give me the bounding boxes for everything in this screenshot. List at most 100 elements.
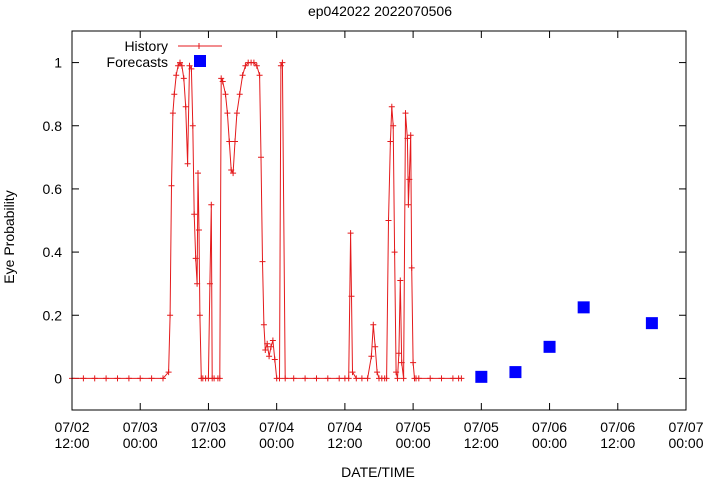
history-point xyxy=(408,264,415,271)
history-point xyxy=(264,340,271,347)
history-point xyxy=(370,321,377,328)
history-point xyxy=(345,375,352,382)
history-point xyxy=(271,356,278,363)
history-point xyxy=(302,375,309,382)
history-point xyxy=(196,227,202,233)
history-point xyxy=(449,375,456,382)
history-point xyxy=(165,369,172,376)
history-point xyxy=(260,321,267,328)
history-point xyxy=(385,217,392,224)
x-tick-label-time: 12:00 xyxy=(54,435,89,451)
history-point xyxy=(276,375,283,382)
history-point xyxy=(374,369,381,376)
x-tick-label-date: 07/05 xyxy=(396,419,431,435)
history-point xyxy=(196,312,203,319)
history-point xyxy=(219,78,226,85)
history-point xyxy=(268,343,274,350)
x-tick-label-date: 07/04 xyxy=(259,419,294,435)
history-point xyxy=(206,280,213,287)
history-point xyxy=(313,375,320,382)
x-tick-label-date: 07/06 xyxy=(600,419,635,435)
history-point xyxy=(177,59,183,66)
history-point xyxy=(236,91,243,98)
history-point xyxy=(180,75,187,82)
history-point xyxy=(232,138,238,145)
y-tick-label: 0.4 xyxy=(43,244,63,260)
history-point xyxy=(407,132,414,139)
history-point xyxy=(262,347,269,353)
history-point xyxy=(427,375,434,382)
history-point xyxy=(391,249,398,256)
history-point xyxy=(168,182,175,189)
history-point xyxy=(167,312,174,319)
history-point xyxy=(233,110,240,117)
history-point xyxy=(80,375,87,382)
history-point xyxy=(372,343,379,350)
history-point xyxy=(239,72,246,79)
plot-frame xyxy=(71,30,687,411)
x-tick-label-time: 00:00 xyxy=(396,435,431,451)
x-tick-label-date: 07/04 xyxy=(327,419,362,435)
history-point xyxy=(324,375,331,382)
history-point xyxy=(178,62,185,69)
history-point xyxy=(208,201,215,208)
history-point xyxy=(114,375,121,382)
history-point xyxy=(242,62,249,69)
history-point xyxy=(125,375,132,382)
history-point xyxy=(103,375,110,382)
history-point xyxy=(397,277,404,284)
forecast-series xyxy=(475,301,658,383)
legend: History Forecasts xyxy=(107,38,222,70)
y-tick-label: 0 xyxy=(54,370,62,386)
history-point xyxy=(169,110,176,117)
history-point xyxy=(353,375,360,382)
legend-forecasts-marker xyxy=(194,55,206,67)
history-point xyxy=(348,293,355,300)
history-point xyxy=(390,122,397,129)
x-tick-label-time: 12:00 xyxy=(327,435,362,451)
history-point xyxy=(458,375,465,382)
history-point xyxy=(400,375,407,382)
forecast-point xyxy=(577,301,590,314)
history-point xyxy=(160,375,166,382)
history-point xyxy=(336,375,343,382)
history-point xyxy=(282,375,289,382)
history-point xyxy=(186,62,193,69)
y-tick-label: 0.8 xyxy=(43,118,63,134)
history-point xyxy=(182,103,189,110)
x-tick-label-date: 07/06 xyxy=(532,419,567,435)
history-point xyxy=(194,280,201,287)
history-point xyxy=(218,75,225,82)
history-point xyxy=(404,135,411,142)
history-point xyxy=(259,258,266,265)
x-tick-label-time: 00:00 xyxy=(123,435,158,451)
x-tick-label-date: 07/03 xyxy=(191,419,226,435)
history-point xyxy=(387,138,394,145)
history-point xyxy=(189,122,196,129)
history-point xyxy=(347,230,354,237)
plot-axes: 00.20.40.60.8107/0212:0007/0300:0007/031… xyxy=(43,31,704,451)
x-axis-label: DATE/TIME xyxy=(341,464,415,480)
history-point xyxy=(405,201,412,208)
history-point xyxy=(224,110,231,117)
x-tick-label-date: 07/07 xyxy=(668,419,703,435)
history-point xyxy=(188,65,195,72)
history-point xyxy=(250,59,257,66)
history-point xyxy=(191,211,198,218)
x-tick-label-time: 00:00 xyxy=(532,435,567,451)
history-point xyxy=(216,375,223,382)
legend-history-label: History xyxy=(124,38,168,54)
history-point xyxy=(184,160,191,167)
x-tick-label-time: 00:00 xyxy=(259,435,294,451)
history-point xyxy=(438,375,445,382)
history-point xyxy=(195,170,201,177)
history-point xyxy=(253,62,260,69)
history-point xyxy=(364,375,371,382)
history-point xyxy=(393,369,400,376)
history-point xyxy=(269,337,276,344)
history-point xyxy=(279,59,286,66)
history-point xyxy=(383,375,390,382)
x-tick-label-time: 12:00 xyxy=(464,435,499,451)
history-point xyxy=(266,353,273,360)
